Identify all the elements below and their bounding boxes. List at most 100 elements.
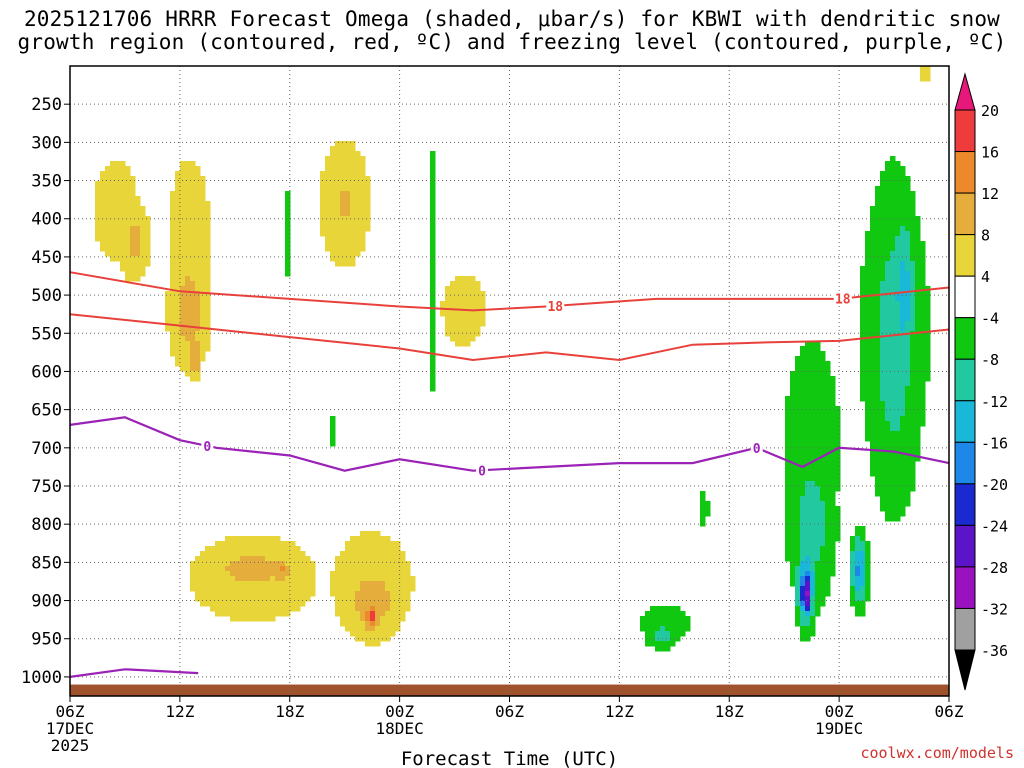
- omega-cell: [195, 276, 201, 282]
- omega-cell: [175, 216, 181, 222]
- omega-cell: [120, 191, 126, 197]
- omega-cell: [915, 396, 921, 402]
- y-tick-label: 400: [31, 210, 62, 230]
- omega-cell: [95, 181, 101, 187]
- omega-cell: [795, 601, 801, 607]
- omega-cell: [380, 611, 386, 617]
- omega-cell: [400, 601, 406, 607]
- omega-cell: [800, 546, 806, 552]
- omega-cell: [880, 421, 886, 427]
- omega-cell: [355, 621, 361, 627]
- omega-cell: [905, 261, 911, 267]
- omega-cell: [140, 231, 146, 237]
- omega-cell: [885, 416, 891, 422]
- omega-cell: [125, 191, 131, 197]
- omega-cell: [265, 611, 271, 617]
- omega-cell: [320, 206, 326, 212]
- omega-cell: [385, 576, 391, 582]
- omega-cell: [330, 206, 336, 212]
- omega-cell: [875, 336, 881, 342]
- omega-cell: [220, 576, 226, 582]
- colorbar-label: -8: [981, 351, 999, 369]
- omega-cell: [895, 351, 901, 357]
- omega-cell: [175, 321, 181, 327]
- omega-cell: [280, 596, 286, 602]
- omega-cell: [370, 581, 376, 587]
- omega-cell: [285, 576, 291, 582]
- omega-cell: [190, 581, 196, 587]
- omega-cell: [185, 216, 191, 222]
- omega-cell: [685, 616, 691, 622]
- omega-cell: [180, 191, 186, 197]
- omega-cell: [885, 356, 891, 362]
- omega-cell: [830, 461, 836, 467]
- omega-cell: [875, 211, 881, 217]
- omega-cell: [805, 611, 811, 617]
- omega-cell: [270, 576, 276, 582]
- omega-cell: [330, 571, 336, 577]
- omega-cell: [895, 446, 901, 452]
- omega-cell: [385, 616, 391, 622]
- omega-cell: [300, 551, 306, 557]
- omega-cell: [830, 501, 836, 507]
- omega-cell: [830, 426, 836, 432]
- omega-cell: [855, 551, 861, 557]
- omega-cell: [870, 211, 876, 217]
- omega-cell: [185, 371, 191, 377]
- omega-cell: [815, 481, 821, 487]
- omega-cell: [350, 246, 356, 252]
- omega-cell: [885, 351, 891, 357]
- omega-cell: [275, 546, 281, 552]
- omega-cell: [815, 586, 821, 592]
- omega-cell: [450, 311, 456, 317]
- omega-cell: [335, 246, 341, 252]
- omega-cell: [810, 401, 816, 407]
- omega-cell: [280, 606, 286, 612]
- omega-cell: [220, 546, 226, 552]
- omega-cell: [900, 386, 906, 392]
- omega-cell: [920, 71, 926, 77]
- omega-cell: [875, 491, 881, 497]
- omega-cell: [185, 211, 191, 217]
- omega-cell: [355, 596, 361, 602]
- omega-cell: [110, 256, 116, 262]
- omega-cell: [230, 596, 236, 602]
- omega-cell: [335, 606, 341, 612]
- site-credit: coolwx.com/models: [860, 744, 1014, 762]
- omega-cell: [250, 576, 256, 582]
- omega-cell: [330, 216, 336, 222]
- omega-cell: [855, 541, 861, 547]
- omega-cell: [340, 596, 346, 602]
- omega-cell: [895, 176, 901, 182]
- omega-cell: [285, 591, 291, 597]
- omega-cell: [640, 626, 646, 632]
- omega-cell: [335, 221, 341, 227]
- omega-cell: [430, 166, 436, 172]
- omega-cell: [365, 191, 371, 197]
- omega-cell: [185, 241, 191, 247]
- omega-cell: [270, 566, 276, 572]
- omega-cell: [900, 431, 906, 437]
- omega-cell: [330, 591, 336, 597]
- omega-cell: [880, 286, 886, 292]
- omega-cell: [105, 201, 111, 207]
- omega-cell: [815, 466, 821, 472]
- omega-cell: [910, 471, 916, 477]
- omega-cell: [655, 641, 661, 647]
- omega-cell: [355, 546, 361, 552]
- omega-cell: [250, 596, 256, 602]
- omega-cell: [195, 356, 201, 362]
- omega-cell: [795, 406, 801, 412]
- omega-cell: [170, 271, 176, 277]
- omega-cell: [875, 466, 881, 472]
- omega-cell: [175, 201, 181, 207]
- omega-cell: [895, 421, 901, 427]
- omega-cell: [335, 226, 341, 232]
- omega-cell: [915, 381, 921, 387]
- omega-cell: [870, 411, 876, 417]
- omega-cell: [785, 451, 791, 457]
- omega-cell: [880, 336, 886, 342]
- omega-cell: [270, 616, 276, 622]
- omega-cell: [860, 546, 866, 552]
- omega-cell: [810, 526, 816, 532]
